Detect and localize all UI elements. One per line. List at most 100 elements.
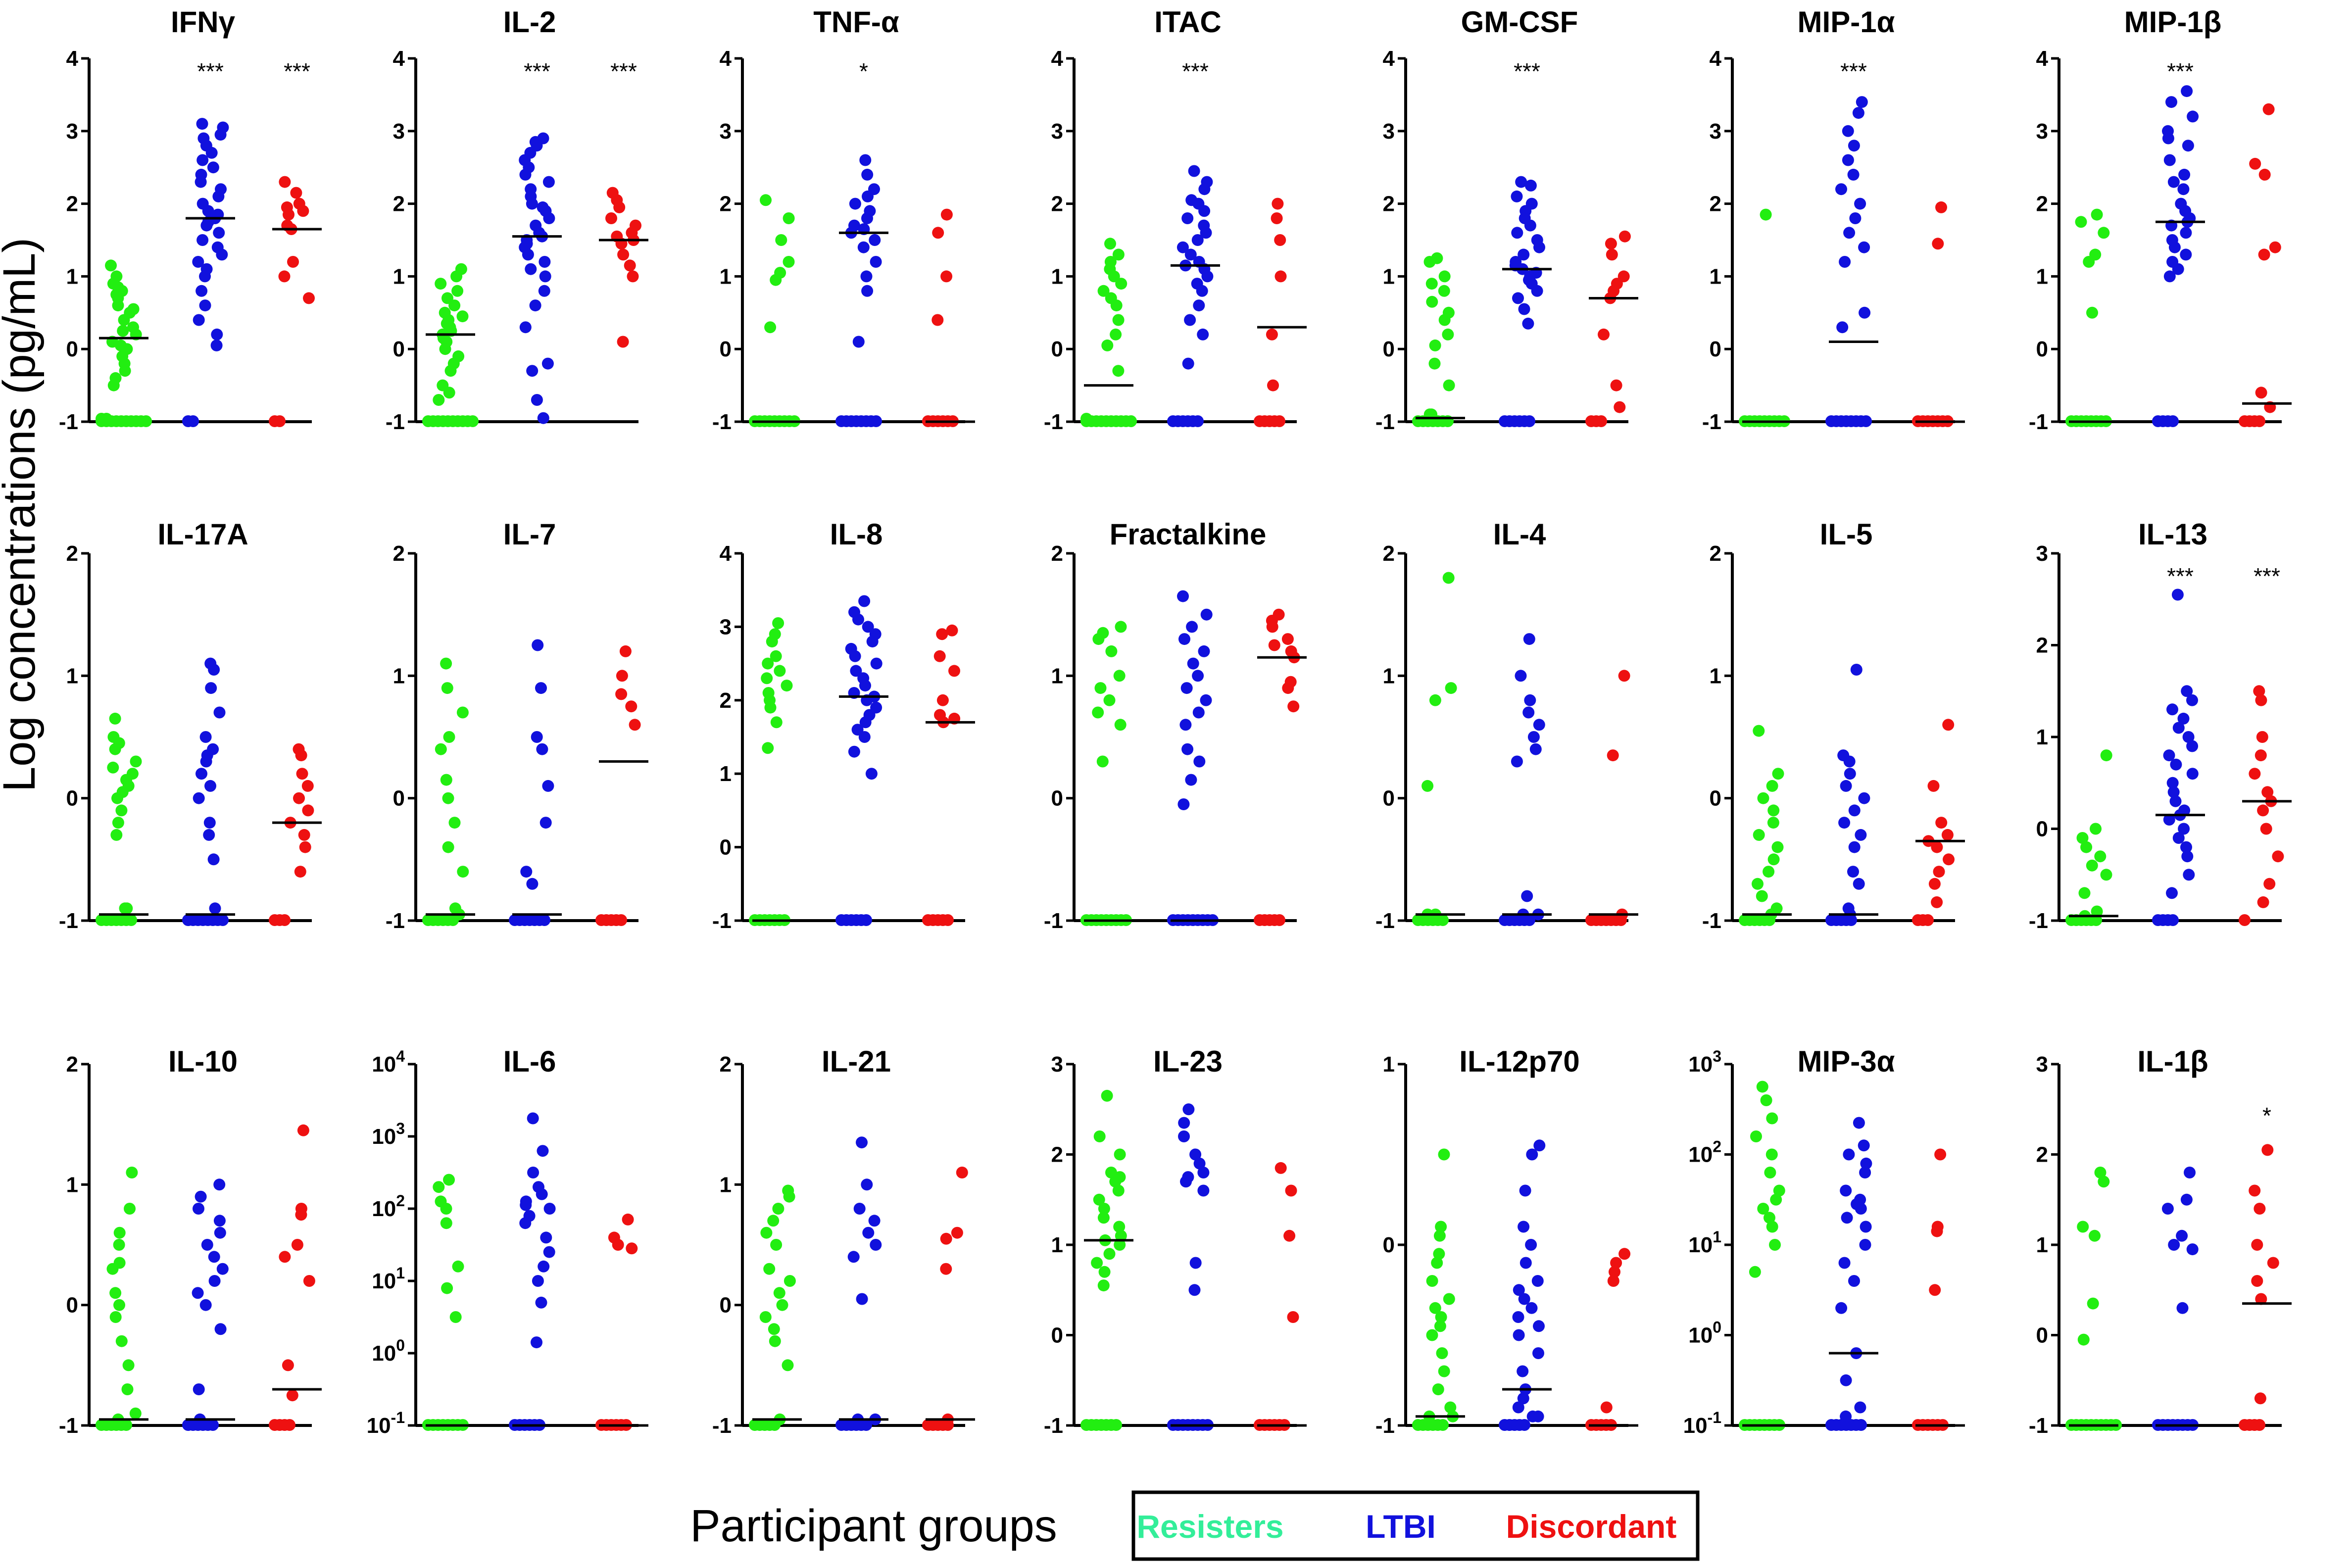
data-point: [2091, 905, 2103, 918]
data-point: [1618, 1248, 1631, 1260]
data-point: [760, 1226, 773, 1239]
data-point: [295, 749, 307, 762]
panel-il-4: IL-4 -1 0 1 2: [1375, 518, 1638, 933]
data-point: [1193, 1157, 1206, 1170]
data-point: [536, 743, 548, 755]
data-point: [1189, 1148, 1202, 1161]
series-ltbi: [835, 595, 888, 926]
panel-itac: ITAC -1 0 1 2 3 4 ***: [1044, 5, 1307, 434]
data-point: [615, 688, 628, 700]
data-point: [442, 841, 454, 853]
data-point: [2163, 270, 2176, 283]
data-point: [2183, 869, 2195, 881]
data-point: [213, 1178, 226, 1191]
data-point: [520, 866, 533, 878]
data-point: [1850, 664, 1862, 676]
data-point: [1524, 694, 1536, 706]
data-point: [1428, 357, 1441, 370]
y-tick-label: -1: [59, 410, 78, 434]
panel-title: IL-12p70: [1459, 1045, 1579, 1078]
data-point: [121, 902, 133, 915]
data-point: [2170, 758, 2182, 771]
data-point: [195, 176, 207, 188]
y-tick-label: -1: [2029, 909, 2048, 933]
y-tick-label: 102: [1688, 1138, 1721, 1167]
data-point: [849, 650, 861, 662]
data-point: [456, 706, 469, 719]
data-point: [2167, 786, 2180, 798]
y-tick-label: 2: [66, 541, 78, 566]
data-point: [196, 285, 208, 297]
data-point: [869, 234, 881, 246]
y-tick-label: 1: [1051, 1233, 1063, 1257]
data-point: [543, 1203, 556, 1215]
data-point: [2180, 841, 2192, 853]
panel-tnf: TNF-α -1 0 1 2 3 4 *: [712, 5, 975, 434]
series-resisters: [96, 259, 152, 427]
data-point: [112, 817, 124, 829]
data-point: [933, 650, 946, 662]
data-point: [1855, 1419, 1867, 1431]
data-point: [1198, 645, 1210, 657]
data-point: [2086, 306, 2098, 319]
data-point: [124, 1203, 136, 1215]
y-tick-label: 0: [2036, 817, 2048, 841]
data-point: [100, 413, 112, 425]
data-point: [519, 168, 532, 181]
data-point: [619, 645, 632, 657]
data-point: [1523, 415, 1535, 427]
data-point: [1522, 706, 1535, 719]
data-point: [1434, 1320, 1446, 1332]
panel-gm-csf: GM-CSF -1 0 1 2 3 4 ***: [1375, 5, 1638, 434]
data-point: [1101, 339, 1114, 351]
data-point: [299, 841, 311, 853]
data-point: [866, 636, 879, 648]
data-point: [1935, 201, 1947, 213]
data-point: [1757, 1203, 1769, 1215]
series-resisters: [2065, 749, 2118, 926]
data-point: [1125, 415, 1137, 427]
y-tick-label: 4: [720, 47, 732, 71]
data-point: [440, 657, 452, 670]
data-point: [1843, 1148, 1855, 1161]
data-point: [279, 1251, 291, 1263]
data-point: [1618, 670, 1630, 682]
y-tick-label: 100: [372, 1336, 405, 1366]
data-point: [1858, 792, 1870, 804]
data-point: [2272, 850, 2284, 863]
series-resisters: [1080, 238, 1137, 427]
data-point: [542, 176, 555, 188]
significance-marker: ***: [284, 58, 310, 84]
data-point: [1198, 205, 1211, 217]
data-point: [1094, 682, 1107, 694]
data-point: [2182, 140, 2194, 152]
legend-box: [1131, 1490, 1700, 1561]
data-point: [467, 415, 479, 427]
series-resisters: [1412, 572, 1465, 926]
data-point: [531, 731, 543, 743]
data-point: [1189, 1257, 1202, 1269]
data-point: [1109, 1176, 1122, 1188]
y-tick-label: 2: [1383, 192, 1395, 216]
data-point: [1860, 415, 1872, 427]
y-tick-label: -1: [1375, 410, 1395, 434]
data-point: [208, 1275, 221, 1287]
data-point: [781, 680, 793, 692]
data-point: [1513, 1284, 1525, 1296]
data-point: [1933, 866, 1945, 878]
series-discordant: [595, 645, 648, 926]
y-tick-label: 1: [720, 1173, 732, 1197]
y-tick-label: 2: [393, 192, 405, 216]
data-point: [1435, 1311, 1447, 1323]
data-point: [861, 285, 874, 297]
data-point: [2180, 227, 2192, 239]
data-point: [1423, 256, 1436, 268]
data-point: [2253, 685, 2265, 697]
data-point: [1274, 234, 1286, 246]
data-point: [1110, 328, 1122, 341]
data-point: [782, 1359, 794, 1372]
data-point: [1609, 1266, 1620, 1278]
data-point: [1192, 415, 1204, 427]
y-tick-label: 2: [66, 1052, 78, 1077]
data-point: [2180, 248, 2192, 261]
